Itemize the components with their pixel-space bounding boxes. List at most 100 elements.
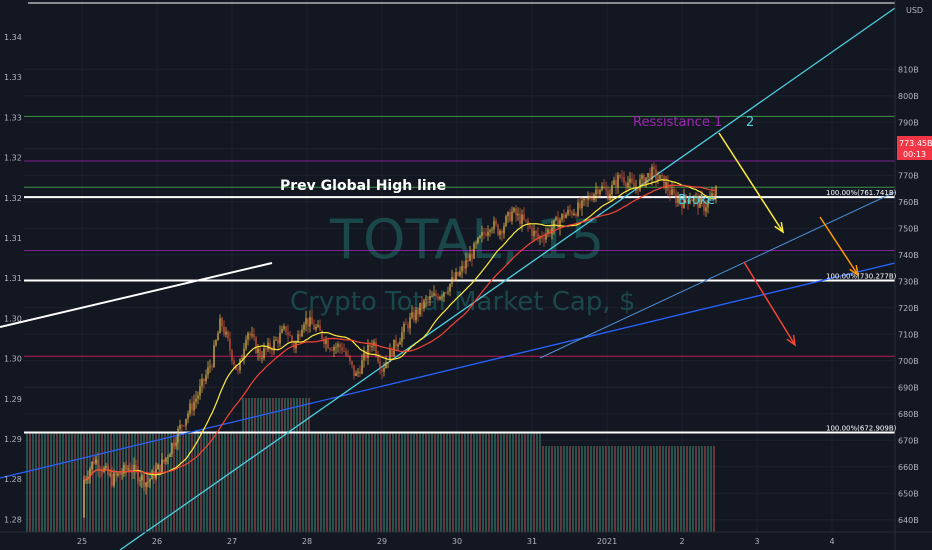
- candle-body: [221, 318, 223, 327]
- volume-bar: [392, 432, 394, 532]
- prev-high-label: Prev Global High line: [280, 178, 446, 194]
- volume-bar: [254, 398, 256, 532]
- volume-bar: [656, 446, 658, 532]
- candle-body: [215, 340, 217, 346]
- volume-bar: [449, 432, 451, 532]
- candle-body: [385, 362, 387, 368]
- countdown-value: 00:13: [903, 150, 926, 159]
- candle-body: [331, 349, 333, 351]
- candle-body: [591, 199, 593, 200]
- volume-bar: [80, 432, 82, 532]
- volume-bar: [95, 432, 97, 532]
- last-price-value: 773.45B: [899, 139, 932, 148]
- volume-bar: [623, 446, 625, 532]
- volume-bar: [335, 432, 337, 532]
- candle-body: [567, 209, 569, 215]
- volume-bar: [341, 432, 343, 532]
- volume-bar: [671, 446, 673, 532]
- candle-body: [577, 202, 579, 216]
- volume-bar: [383, 432, 385, 532]
- candle-body: [415, 309, 417, 321]
- candle-body: [365, 352, 367, 359]
- candle-body: [263, 348, 265, 359]
- candle-body: [371, 346, 373, 348]
- volume-bar: [494, 432, 496, 532]
- volume-bar: [686, 446, 688, 532]
- candle-body: [229, 338, 231, 351]
- candle-body: [493, 220, 495, 230]
- candle-body: [695, 196, 697, 198]
- time-axis-tick: 29: [377, 537, 387, 546]
- volume-bar: [404, 432, 406, 532]
- candle-body: [191, 403, 193, 411]
- volume-bar: [77, 432, 79, 532]
- candle-body: [147, 481, 149, 483]
- candle-body: [475, 242, 477, 244]
- volume-bar: [131, 432, 133, 532]
- volume-bar: [110, 432, 112, 532]
- candle-body: [499, 231, 501, 235]
- candle-body: [199, 386, 201, 396]
- volume-bar: [650, 446, 652, 532]
- volume-bar: [437, 432, 439, 532]
- volume-bar: [410, 432, 412, 532]
- candle-body: [243, 348, 245, 358]
- volume-bar: [386, 432, 388, 532]
- volume-bar: [674, 446, 676, 532]
- candle-body: [379, 361, 381, 370]
- candle-body: [609, 194, 611, 200]
- volume-bar: [155, 432, 157, 532]
- candle-body: [273, 340, 275, 351]
- candle-body: [323, 339, 325, 345]
- volume-bar: [347, 432, 349, 532]
- volume-bar: [215, 432, 217, 532]
- volume-bar: [569, 446, 571, 532]
- volume-bar: [302, 398, 304, 532]
- candle-body: [619, 175, 621, 178]
- candle-body: [655, 169, 657, 180]
- candle-body: [345, 351, 347, 356]
- candle-body: [327, 340, 329, 349]
- right-axis-tick: 700B: [898, 357, 919, 366]
- candle-body: [455, 272, 457, 280]
- volume-bar: [701, 446, 703, 532]
- candle-body: [339, 344, 341, 348]
- candle-body: [517, 213, 519, 216]
- candle-body: [683, 195, 685, 209]
- volume-bar: [476, 432, 478, 532]
- candle-body: [503, 225, 505, 234]
- volume-bar: [71, 432, 73, 532]
- volume-bar: [329, 432, 331, 532]
- candle-body: [383, 367, 385, 372]
- volume-bar: [47, 432, 49, 532]
- volume-bar: [179, 432, 181, 532]
- candle-body: [481, 232, 483, 236]
- volume-bar: [68, 432, 70, 532]
- volume-bar: [425, 432, 427, 532]
- candle-body: [83, 479, 85, 518]
- candle-body: [511, 211, 513, 222]
- broke-label: Broke: [678, 193, 715, 208]
- candle-body: [285, 326, 287, 333]
- candle-body: [151, 471, 153, 480]
- volume-bar: [419, 432, 421, 532]
- candle-body: [93, 461, 95, 464]
- time-axis[interactable]: 25 26 27 28 29 30 31 2021 2 3 4: [0, 531, 932, 546]
- volume-bar: [530, 432, 532, 532]
- level-labels: 100.00%(761.741B) 100.00%(730.277B) 100.00…: [826, 189, 897, 432]
- right-axis-tick: 710B: [898, 330, 919, 339]
- candle-body: [283, 326, 285, 330]
- candle-body: [181, 424, 183, 426]
- volume-bar: [275, 398, 277, 532]
- volume-bar: [365, 432, 367, 532]
- candle-body: [685, 195, 687, 200]
- candle-body: [333, 346, 335, 351]
- candle-body: [237, 369, 239, 371]
- left-axis-tick: 1.32: [4, 194, 22, 203]
- candle-body: [347, 355, 349, 357]
- candle-body: [187, 413, 189, 419]
- volume-bar: [332, 432, 334, 532]
- candle-body: [615, 180, 617, 188]
- volume-bar: [434, 432, 436, 532]
